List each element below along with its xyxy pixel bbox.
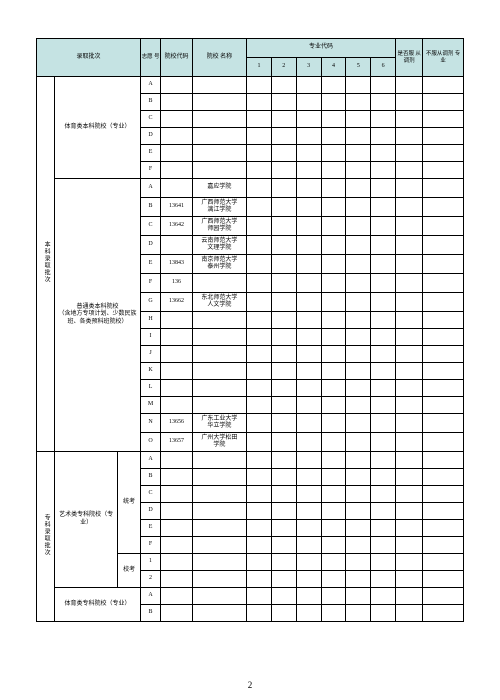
vol-label: F — [140, 274, 160, 293]
vol-label: I — [140, 329, 160, 346]
vol-label: C — [140, 111, 160, 128]
hdr-adjust: 是否服 从调剂 — [396, 39, 423, 77]
vol-label: D — [140, 503, 160, 520]
vol-label: A — [140, 77, 160, 94]
vol-label: J — [140, 346, 160, 363]
vol-label: E — [140, 255, 160, 274]
inst-code: 13656 — [161, 414, 193, 433]
tiyu-zhuanke-cell: 体育类专科院校（专业） — [55, 588, 141, 622]
putong-A: 普通类本科院校 （含地方专项计划、少数民族班、各类预科班院校） A嘉应学院 — [37, 179, 464, 198]
vol-label: D — [140, 236, 160, 255]
hdr-batch: 录取批次 — [37, 39, 141, 77]
vol-label: M — [140, 397, 160, 414]
yishu-tk-A: 专科录取批次 艺术类专科院校（专业） 统考 A — [37, 452, 464, 469]
hdr-major-group: 专业代码 — [247, 39, 396, 58]
page-number: 2 — [0, 680, 500, 690]
vol-label: F — [140, 537, 160, 554]
inst-name: 云南师范大学 文理学院 — [192, 236, 246, 255]
vol-label: A — [140, 179, 160, 198]
hdr-inst-name: 院校 名称 — [192, 39, 246, 77]
hdr-m2: 2 — [271, 58, 296, 77]
hdr-inst-code: 院校代码 — [161, 39, 193, 77]
vol-label: L — [140, 380, 160, 397]
vol-label: O — [140, 433, 160, 452]
inst-code: 13657 — [161, 433, 193, 452]
inst-name: 广州大学松田 学院 — [192, 433, 246, 452]
tongkao-cell: 统考 — [118, 452, 141, 554]
inst-code: 13662 — [161, 293, 193, 312]
vol-label: G — [140, 293, 160, 312]
inst-code: 136 — [161, 274, 193, 293]
vol-label: B — [140, 198, 160, 217]
header-row-1: 录取批次 志愿 号 院校代码 院校 名称 专业代码 是否服 从调剂 不服从调剂 … — [37, 39, 464, 58]
inst-name: 东北师范大学 人文学院 — [192, 293, 246, 312]
inst-code: 13641 — [161, 198, 193, 217]
vol-label: 2 — [140, 571, 160, 588]
admission-table: 录取批次 志愿 号 院校代码 院校 名称 专业代码 是否服 从调剂 不服从调剂 … — [36, 38, 464, 622]
hdr-m1: 1 — [247, 58, 272, 77]
zhuanke-batch-cell: 专科录取批次 — [37, 452, 55, 622]
benke-batch-cell: 本科录取批次 — [37, 77, 55, 452]
inst-name: 广西师范大学 漓江学院 — [192, 198, 246, 217]
inst-name: 嘉应学院 — [192, 179, 246, 198]
vol-label: C — [140, 486, 160, 503]
inst-name: 广东工业大学 华立学院 — [192, 414, 246, 433]
hdr-m5: 5 — [346, 58, 371, 77]
vol-label: H — [140, 312, 160, 329]
vol-label: F — [140, 162, 160, 179]
putong-benke-cell: 普通类本科院校 （含地方专项计划、少数民族班、各类预科班院校） — [55, 179, 141, 452]
vol-label: 1 — [140, 554, 160, 571]
hdr-volno: 志愿 号 — [140, 39, 160, 77]
hdr-m6: 6 — [371, 58, 396, 77]
vol-label: D — [140, 128, 160, 145]
vol-label: B — [140, 94, 160, 111]
hdr-m3: 3 — [296, 58, 321, 77]
tiyu-zk-A: 体育类专科院校（专业） A — [37, 588, 464, 605]
vol-label: B — [140, 469, 160, 486]
tiyu-benke-cell: 体育类本科院校（专业） — [55, 77, 141, 179]
inst-code: 13843 — [161, 255, 193, 274]
vol-label: A — [140, 452, 160, 469]
vol-label: A — [140, 588, 160, 605]
inst-code: 13642 — [161, 217, 193, 236]
yishu-zhuanke-cell: 艺术类专科院校（专业） — [55, 452, 118, 588]
vol-label: B — [140, 605, 160, 622]
inst-name: 广西师范大学 师园学院 — [192, 217, 246, 236]
vol-label: N — [140, 414, 160, 433]
xiaokao-cell: 校考 — [118, 554, 141, 588]
vol-label: C — [140, 217, 160, 236]
vol-label: E — [140, 145, 160, 162]
hdr-nosub: 不服从调剂 专业 — [423, 39, 464, 77]
tiyu-benke-A: 本科录取批次 体育类本科院校（专业） A — [37, 77, 464, 94]
inst-name: 南京师范大学 泰州学院 — [192, 255, 246, 274]
vol-label: K — [140, 363, 160, 380]
hdr-m4: 4 — [321, 58, 346, 77]
vol-label: E — [140, 520, 160, 537]
page: 录取批次 志愿 号 院校代码 院校 名称 专业代码 是否服 从调剂 不服从调剂 … — [0, 0, 500, 700]
